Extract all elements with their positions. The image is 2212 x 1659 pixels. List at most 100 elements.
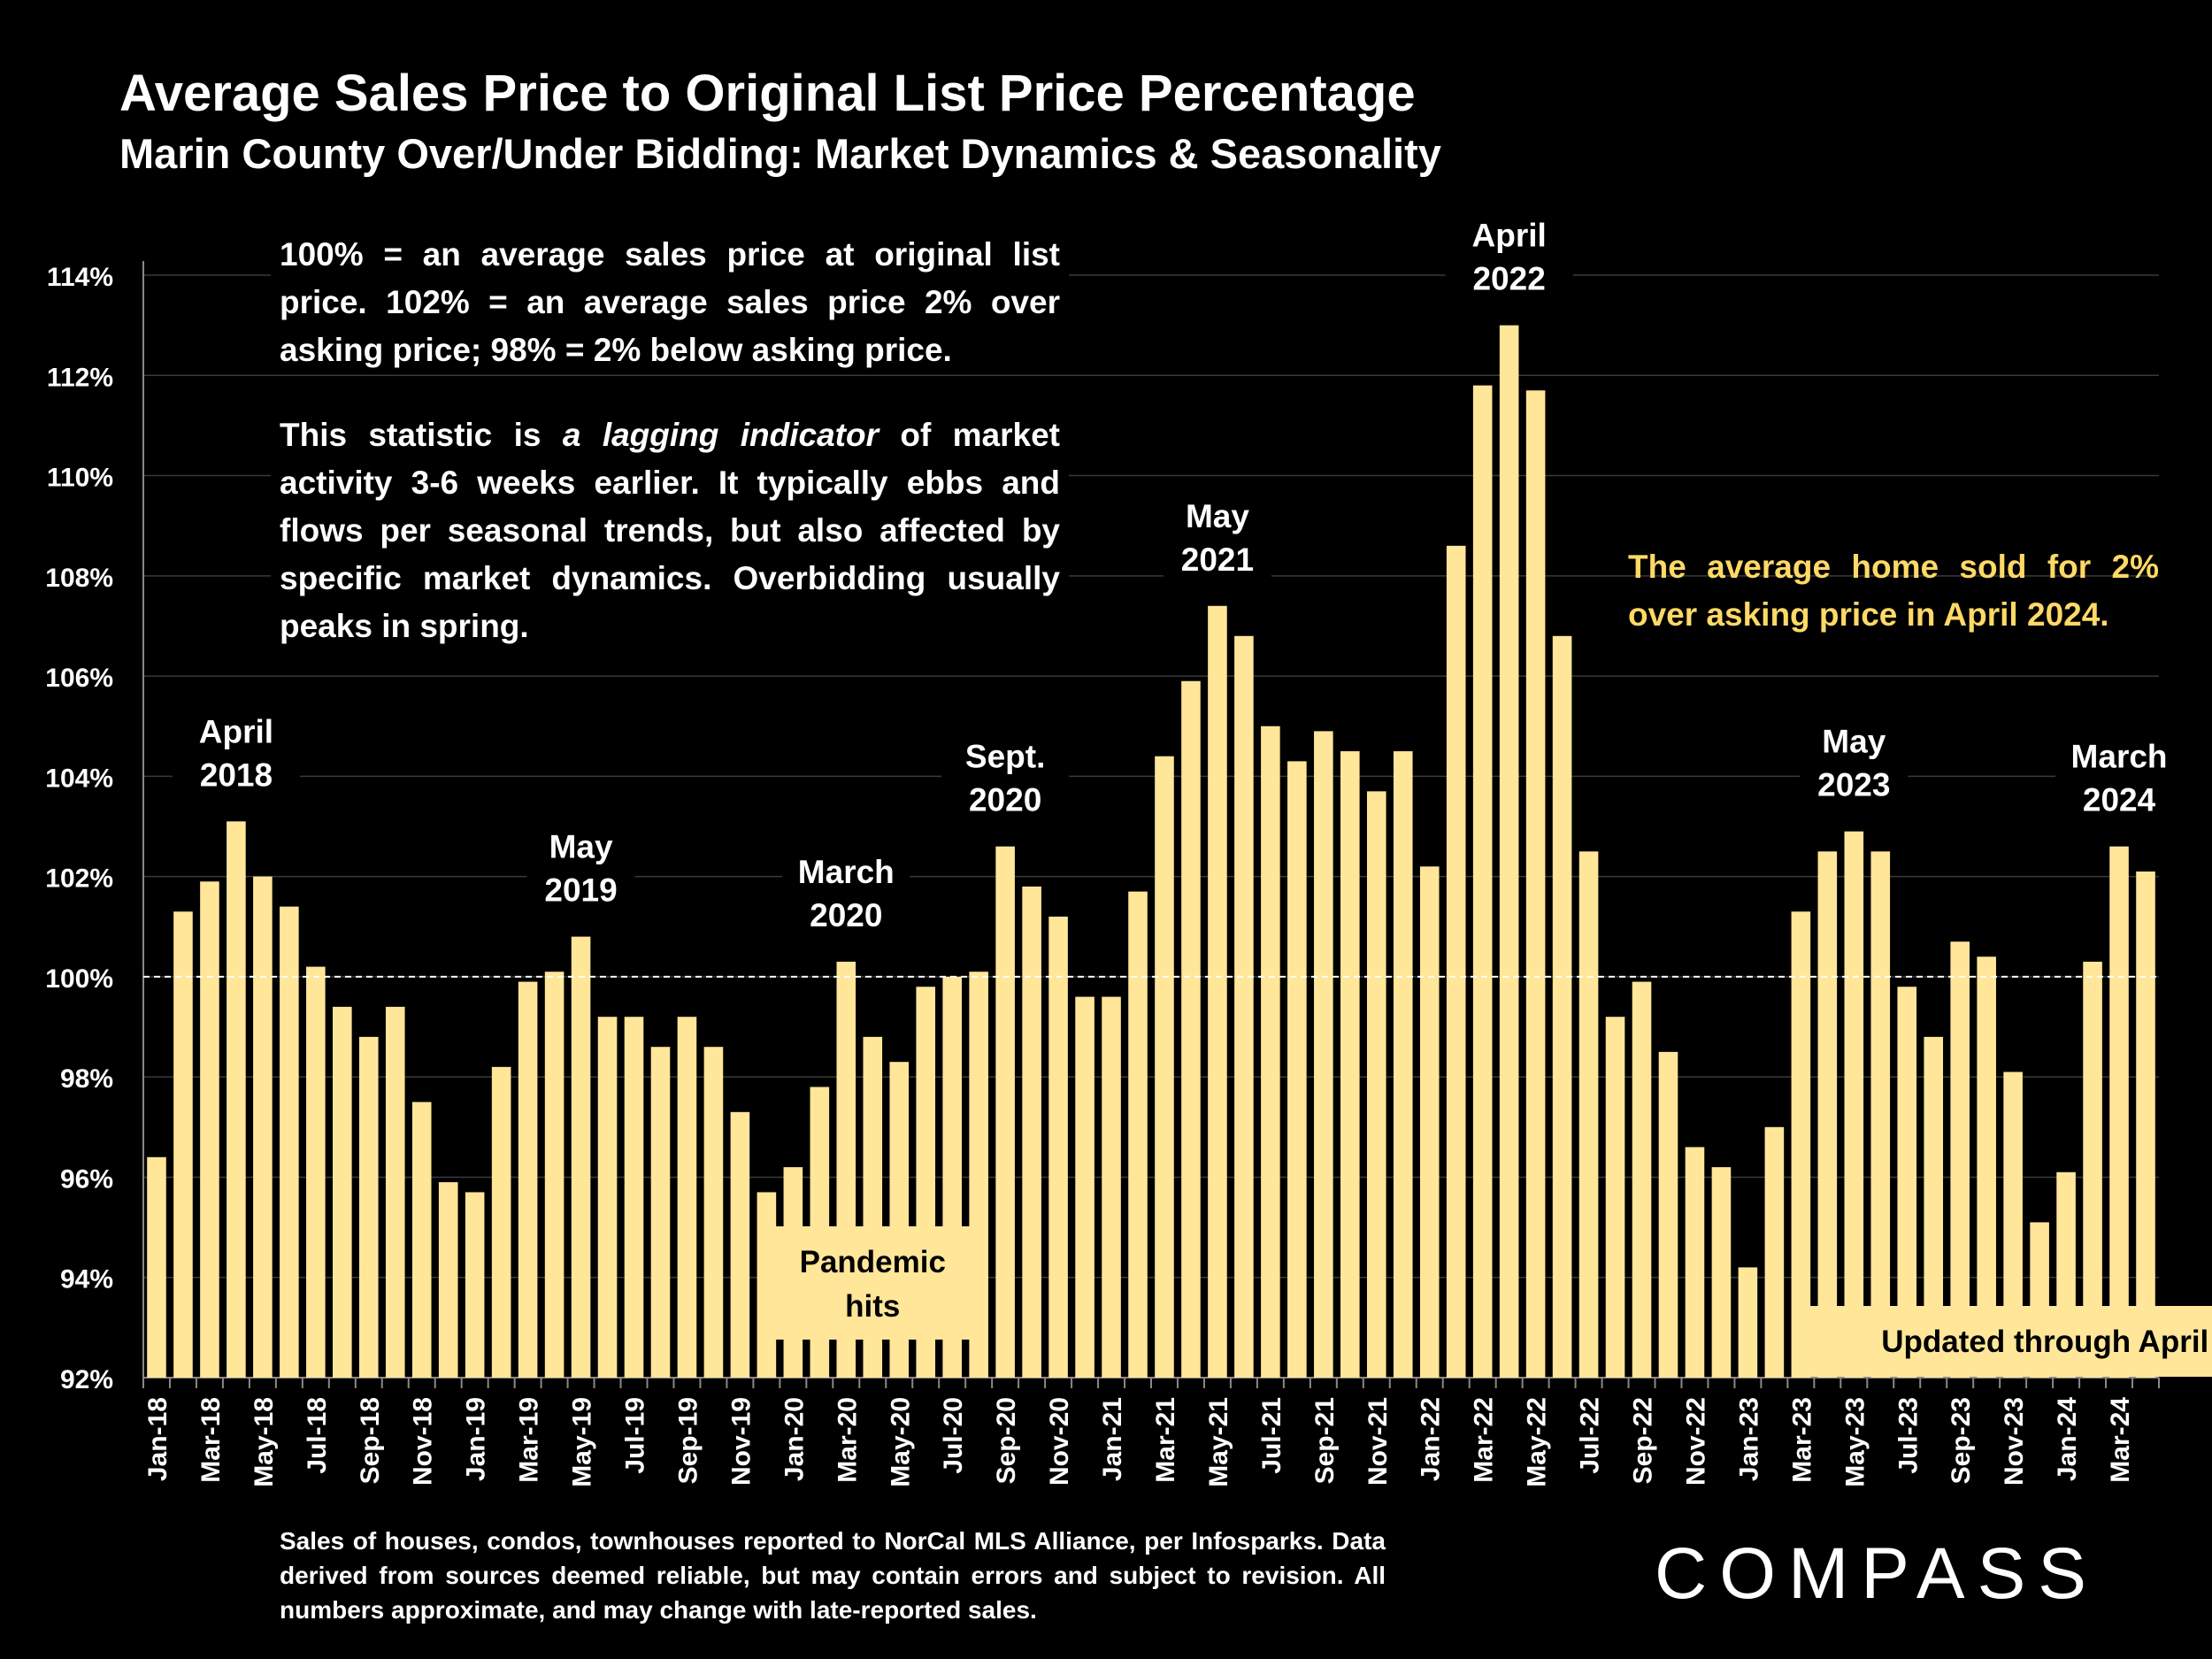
bar-Oct-23: [1977, 956, 1996, 1378]
bar-Sep-22: [1632, 981, 1652, 1378]
bar-Sep-20: [995, 846, 1015, 1378]
bar-Sep-19: [677, 1017, 697, 1378]
bar-Feb-18: [173, 911, 193, 1378]
bar-Dec-22: [1711, 1167, 1732, 1378]
x-tick-label: May-23: [1840, 1397, 1870, 1487]
bar-Mar-19: [518, 981, 538, 1378]
x-tick-label: May-19: [568, 1397, 597, 1487]
x-tick-label: Mar-22: [1470, 1397, 1499, 1483]
x-tick-label: Mar-18: [196, 1397, 226, 1483]
bar-Nov-19: [730, 1111, 750, 1378]
pandemic-callout-label: hits: [845, 1289, 900, 1324]
peak-annotation-bg: [2055, 726, 2184, 822]
peak-annotation-bg: [172, 701, 300, 797]
peak-annotation-label: May: [1186, 498, 1249, 534]
x-tick-label: Nov-22: [1681, 1397, 1710, 1486]
lagging-note-emphasis: a lagging indicator: [562, 417, 879, 453]
x-tick-label: Jan-19: [462, 1397, 491, 1481]
x-tick-label: May-21: [1204, 1397, 1233, 1487]
bar-Jun-21: [1234, 635, 1254, 1378]
y-tick-label: 100%: [45, 964, 113, 994]
pandemic-callout-label: Pandemic: [800, 1245, 946, 1279]
bar-Nov-21: [1366, 791, 1386, 1378]
chart-title: Average Sales Price to Original List Pri…: [119, 65, 1416, 122]
bar-May-21: [1208, 605, 1227, 1378]
peak-annotation-label: 2022: [1472, 261, 1545, 297]
bar-Jun-22: [1552, 635, 1572, 1378]
bar-Dec-21: [1393, 751, 1413, 1378]
peak-annotation-label: March: [798, 854, 895, 890]
x-tick-label: Mar-19: [515, 1397, 544, 1483]
peak-annotation-label: May: [549, 829, 613, 865]
lagging-note-text-after: of market activity 3-6 weeks earlier. It…: [280, 417, 1061, 644]
pandemic-callout-box: [770, 1226, 976, 1340]
bar-Apr-24: [2136, 871, 2155, 1378]
y-tick-label: 114%: [47, 263, 113, 292]
bar-Mar-24: [2109, 846, 2129, 1378]
bar-Apr-18: [227, 821, 246, 1378]
peak-annotation-label: 2021: [1181, 541, 1254, 578]
bar-Oct-22: [1658, 1051, 1678, 1378]
x-tick-label: Jan-21: [1098, 1397, 1127, 1481]
x-tick-label: Jan-20: [780, 1397, 809, 1481]
x-tick-label: Nov-23: [2000, 1397, 2029, 1486]
x-tick-label: May-22: [1523, 1397, 1552, 1487]
bar-Feb-23: [1764, 1126, 1785, 1378]
x-tick-label: Jul-19: [621, 1397, 650, 1474]
x-tick-label: Jul-23: [1893, 1397, 1923, 1474]
peak-annotation-bg: [526, 816, 635, 912]
bar-Jul-19: [624, 1017, 644, 1378]
bar-Feb-24: [2083, 961, 2102, 1378]
peak-annotation-label: 2019: [544, 872, 617, 909]
bar-Apr-19: [544, 972, 565, 1378]
bar-Jun-18: [280, 906, 299, 1378]
bar-Oct-20: [1022, 886, 1041, 1378]
bar-Jul-18: [306, 966, 326, 1378]
x-tick-label: Sep-21: [1310, 1397, 1340, 1484]
x-tick-label: Jul-21: [1257, 1397, 1286, 1474]
bar-Nov-18: [411, 1102, 432, 1378]
peak-annotation-label: 2020: [969, 782, 1041, 818]
bar-May-23: [1844, 831, 1864, 1378]
bar-Apr-23: [1817, 851, 1838, 1378]
peak-annotation-label: May: [1822, 724, 1886, 760]
bar-Apr-22: [1499, 325, 1519, 1378]
bar-Aug-23: [1924, 1036, 1944, 1378]
y-tick-label: 108%: [45, 564, 113, 593]
bar-Oct-18: [385, 1006, 405, 1378]
x-tick-label: Jan-22: [1417, 1397, 1446, 1481]
peak-annotation-label: 2024: [2083, 782, 2156, 818]
bar-Feb-22: [1446, 545, 1466, 1378]
bar-Dec-18: [438, 1182, 458, 1378]
peak-annotation-label: March: [2071, 739, 2168, 775]
x-tick-label: Mar-24: [2106, 1397, 2135, 1483]
x-tick-label: Nov-20: [1045, 1397, 1074, 1486]
bar-Mar-23: [1791, 911, 1811, 1378]
bar-Sep-18: [358, 1036, 379, 1378]
peak-annotation-bg: [1800, 710, 1909, 807]
compass-logo: COMPASS: [1655, 1533, 2099, 1614]
peak-annotation-label: Sept.: [965, 739, 1045, 775]
bar-Jun-19: [597, 1017, 618, 1378]
y-tick-label: 106%: [45, 664, 113, 693]
peak-annotation-label: 2023: [1817, 767, 1890, 803]
x-tick-label: Sep-18: [356, 1397, 385, 1484]
peak-annotation-bg: [1445, 204, 1573, 301]
bar-Aug-21: [1287, 761, 1307, 1378]
peak-annotation-bg: [782, 841, 910, 937]
bar-Dec-20: [1075, 996, 1094, 1378]
x-tick-label: Jul-20: [939, 1397, 968, 1474]
y-tick-label: 96%: [60, 1164, 113, 1194]
bar-May-22: [1525, 390, 1546, 1378]
y-tick-label: 110%: [47, 464, 113, 493]
bar-Aug-19: [650, 1047, 671, 1378]
x-tick-label: Jul-18: [303, 1397, 332, 1474]
y-tick-label: 102%: [45, 864, 113, 894]
bar-Jan-21: [1102, 996, 1121, 1378]
bar-Jun-23: [1870, 851, 1891, 1378]
x-tick-label: Mar-23: [1787, 1397, 1816, 1483]
bar-Oct-19: [703, 1047, 724, 1378]
bar-Feb-21: [1128, 891, 1148, 1378]
bar-Jul-22: [1578, 851, 1599, 1378]
